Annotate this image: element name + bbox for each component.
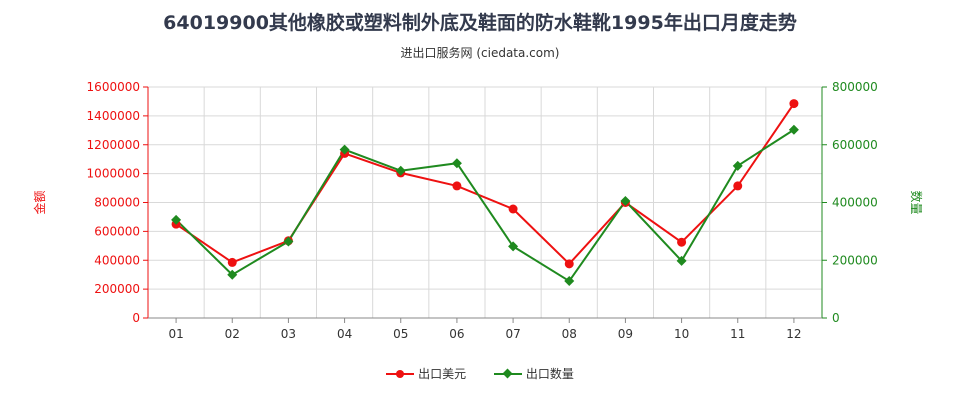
- x-tick-label: 03: [281, 327, 296, 341]
- chart-title: 64019900其他橡胶或塑料制外底及鞋面的防水鞋靴1995年出口月度走势: [163, 12, 797, 34]
- point-value: [564, 259, 574, 269]
- legend-label-qty: 出口数量: [525, 367, 574, 381]
- legend-swatch-qty: [493, 368, 522, 380]
- point-value: [677, 237, 687, 247]
- point-value: [789, 99, 799, 109]
- legend-item-value[interactable]: 出口美元: [386, 365, 466, 382]
- point-value: [733, 181, 743, 191]
- point-qty: [171, 214, 182, 225]
- x-tick-label: 05: [393, 327, 408, 341]
- x-tick-label: 06: [449, 327, 464, 341]
- point-qty: [395, 165, 406, 176]
- legend: 出口美元 出口数量: [0, 365, 960, 383]
- point-qty: [676, 255, 687, 266]
- x-tick-label: 09: [618, 327, 633, 341]
- point-qty: [339, 144, 350, 155]
- chart-subtitle: 进出口服务网 (ciedata.com): [400, 46, 560, 60]
- point-qty: [283, 236, 294, 247]
- left-tick-label: 1400000: [87, 109, 140, 123]
- left-tick-label: 600000: [94, 224, 140, 238]
- point-qty: [564, 276, 575, 287]
- left-tick-label: 800000: [94, 196, 140, 210]
- x-tick-label: 04: [337, 327, 352, 341]
- right-tick-label: 200000: [832, 253, 878, 267]
- x-tick-label: 12: [786, 327, 801, 341]
- right-tick-label: 800000: [832, 80, 878, 94]
- left-tick-label: 1000000: [87, 167, 140, 181]
- point-qty: [788, 124, 799, 135]
- x-tick-label: 02: [225, 327, 240, 341]
- point-qty: [451, 158, 462, 169]
- legend-label-value: 出口美元: [418, 367, 467, 381]
- x-tick-label: 07: [505, 327, 520, 341]
- series-line-value: [175, 103, 795, 266]
- point-value: [508, 204, 518, 214]
- x-tick-label: 11: [730, 327, 745, 341]
- right-tick-label: 600000: [832, 138, 878, 152]
- left-tick-label: 0: [132, 311, 140, 325]
- right-tick-label: 400000: [832, 196, 878, 210]
- point-value: [452, 181, 462, 191]
- x-tick-label: 01: [168, 327, 183, 341]
- right-axis-title: 数量: [909, 190, 924, 214]
- point-value: [227, 257, 237, 267]
- point-qty: [732, 160, 743, 171]
- left-tick-label: 400000: [94, 253, 140, 267]
- left-tick-label: 200000: [94, 282, 140, 296]
- x-tick-label: 08: [562, 327, 577, 341]
- left-tick-label: 1600000: [87, 80, 140, 94]
- x-tick-label: 10: [674, 327, 689, 341]
- point-qty: [227, 269, 238, 280]
- point-qty: [508, 241, 519, 252]
- left-axis-title: 金额: [32, 190, 47, 214]
- left-tick-label: 1200000: [87, 138, 140, 152]
- point-qty: [620, 196, 631, 207]
- legend-swatch-value: [386, 368, 415, 380]
- series-line-qty: [175, 128, 795, 283]
- right-tick-label: 0: [832, 311, 840, 325]
- legend-item-qty[interactable]: 出口数量: [493, 365, 574, 382]
